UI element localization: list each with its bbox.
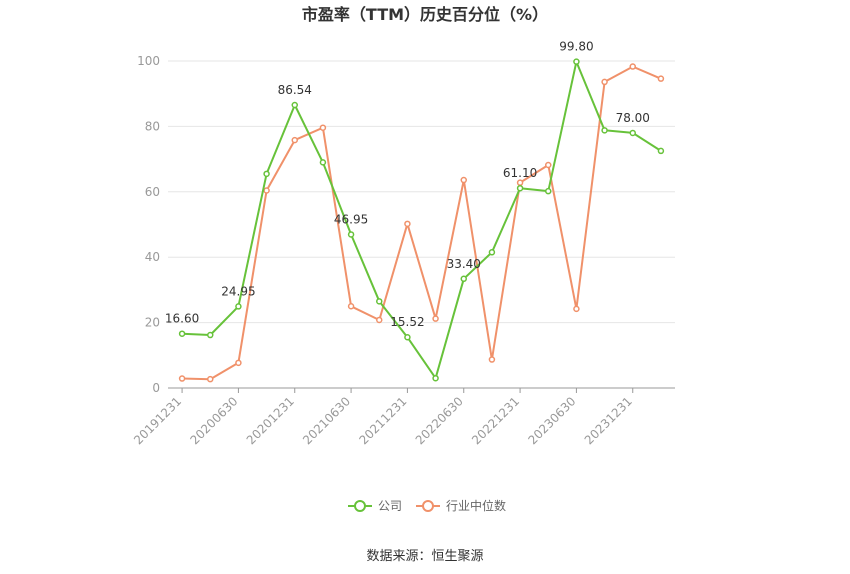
y-tick-label: 20 xyxy=(145,316,160,330)
data-label: 61.10 xyxy=(503,166,537,180)
legend-label: 公司 xyxy=(378,499,402,513)
data-point xyxy=(404,333,411,341)
legend[interactable]: 公司 行业中位数 xyxy=(348,498,506,513)
data-point xyxy=(178,375,186,382)
data-point xyxy=(207,331,214,339)
data-point xyxy=(516,179,524,186)
series-0 xyxy=(178,58,665,382)
series-line-1 xyxy=(182,65,662,381)
data-point xyxy=(432,315,439,322)
x-tick-label: 20231231 xyxy=(582,394,635,447)
legend-marker xyxy=(354,500,366,512)
data-point xyxy=(601,78,608,86)
data-label: 46.95 xyxy=(334,212,368,226)
x-tick-label: 20220630 xyxy=(413,394,466,447)
data-point xyxy=(432,374,439,382)
data-point xyxy=(376,298,383,305)
data-label: 78.00 xyxy=(616,111,650,125)
chart-title: 市盈率（TTM）历史百分位（%） xyxy=(302,5,548,24)
data-point xyxy=(545,187,552,195)
x-tick-label: 20211231 xyxy=(356,394,409,447)
x-tick-label: 20210630 xyxy=(300,394,353,447)
data-label: 24.95 xyxy=(221,284,255,298)
data-point xyxy=(263,170,270,178)
data-point xyxy=(235,359,242,367)
data-point xyxy=(573,305,580,313)
data-label: 33.40 xyxy=(447,257,481,271)
data-point xyxy=(404,220,411,228)
data-point xyxy=(291,101,298,109)
data-point xyxy=(629,63,636,70)
data-point xyxy=(460,176,467,184)
data-label: 86.54 xyxy=(278,83,312,97)
data-point xyxy=(291,136,298,144)
data-point xyxy=(629,129,636,137)
data-point xyxy=(573,58,580,65)
series-line-0 xyxy=(182,60,662,380)
data-point xyxy=(545,161,552,169)
y-tick-label: 80 xyxy=(145,119,160,133)
legend-label: 行业中位数 xyxy=(446,498,506,513)
data-point xyxy=(235,303,242,310)
data-point xyxy=(488,249,496,256)
data-point xyxy=(376,316,383,324)
data-labels: 16.60 24.95 86.54 46.95 15.52 33.40 61.10 99.80… xyxy=(165,40,650,330)
data-point xyxy=(178,330,186,337)
x-tick-label: 20200630 xyxy=(187,394,240,447)
data-point xyxy=(347,231,355,238)
data-point xyxy=(263,187,270,194)
data-label: 99.80 xyxy=(559,40,593,54)
x-tick-label: 20191231 xyxy=(131,394,184,447)
series-layer xyxy=(178,58,665,383)
data-label: 16.60 xyxy=(165,312,199,326)
data-label: 15.52 xyxy=(390,315,424,329)
grid xyxy=(168,60,675,324)
y-tick-label: 100 xyxy=(137,54,160,68)
data-point xyxy=(460,275,467,283)
x-tick-label: 20201231 xyxy=(244,394,297,447)
x-tick-label: 20230630 xyxy=(525,394,578,447)
data-point xyxy=(319,159,327,166)
legend-item-1[interactable]: 行业中位数 xyxy=(416,498,506,513)
data-point xyxy=(488,356,496,363)
y-tick-label: 40 xyxy=(145,250,160,264)
data-point xyxy=(207,375,214,383)
legend-marker xyxy=(422,500,434,512)
y-tick-label: 60 xyxy=(145,185,160,199)
data-point xyxy=(657,147,665,155)
data-point xyxy=(657,75,665,82)
legend-item-0[interactable]: 公司 xyxy=(348,499,402,513)
source-note: 数据来源：恒生聚源 xyxy=(366,549,483,564)
data-point xyxy=(347,303,355,310)
data-point xyxy=(601,127,608,134)
y-tick-label: 0 xyxy=(152,381,160,395)
x-tick-label: 20221231 xyxy=(469,394,522,447)
data-point xyxy=(516,184,524,192)
series-1 xyxy=(178,63,665,383)
data-point xyxy=(319,124,327,131)
